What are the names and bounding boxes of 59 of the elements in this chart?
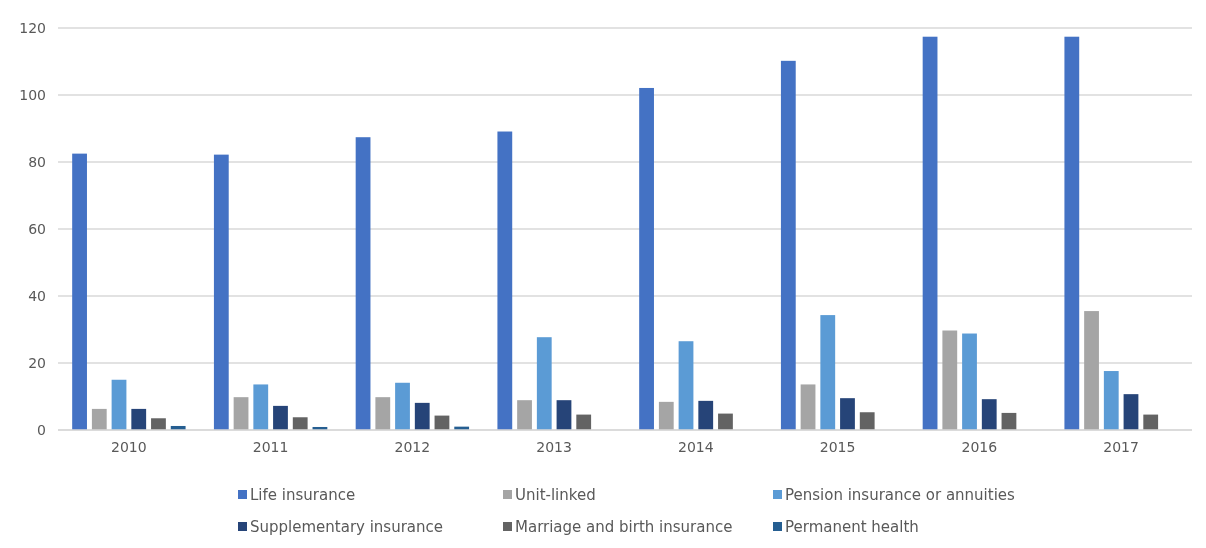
bar xyxy=(942,330,958,430)
x-tick-label: 2013 xyxy=(536,439,572,455)
bar xyxy=(213,154,229,430)
bar xyxy=(414,402,430,430)
y-tick-label: 0 xyxy=(37,421,46,438)
bar xyxy=(131,408,147,430)
y-tick-label: 20 xyxy=(28,354,46,371)
x-tick-label: 2014 xyxy=(678,439,714,455)
bar xyxy=(355,137,371,430)
legend-label: Permanent health xyxy=(785,518,919,537)
bar xyxy=(1103,371,1119,430)
bar xyxy=(111,379,127,430)
bar xyxy=(91,408,107,430)
bar xyxy=(981,399,997,430)
bar xyxy=(497,131,513,430)
bar xyxy=(151,418,166,430)
bar xyxy=(800,384,816,430)
x-tick-label: 2015 xyxy=(819,439,856,455)
legend-label: Life insurance xyxy=(250,486,356,505)
bar xyxy=(273,405,288,430)
bar xyxy=(962,333,977,430)
bar xyxy=(576,414,592,430)
y-tick-label: 40 xyxy=(28,287,46,304)
bar xyxy=(517,400,532,430)
y-tick-label: 100 xyxy=(19,86,46,103)
bar xyxy=(698,400,714,430)
x-tick-label: 2011 xyxy=(252,439,289,455)
bar xyxy=(375,397,391,430)
bar xyxy=(253,384,269,430)
bar xyxy=(292,417,308,430)
y-tick-label: 80 xyxy=(28,153,46,170)
bar xyxy=(922,36,938,430)
bar xyxy=(859,412,875,430)
x-tick-label: 2017 xyxy=(1103,439,1139,455)
bar xyxy=(840,398,855,430)
legend-label: Pension insurance or annuities xyxy=(785,486,1016,505)
bar xyxy=(536,337,552,430)
bar xyxy=(639,87,654,430)
legend-label: Supplementary insurance xyxy=(250,518,444,537)
bar xyxy=(233,397,249,430)
y-tick-label: 120 xyxy=(19,19,46,36)
x-tick-label: 2016 xyxy=(961,439,998,455)
bar xyxy=(678,341,694,430)
bar xyxy=(1143,414,1159,430)
x-tick-label: 2010 xyxy=(111,439,147,455)
bar xyxy=(718,413,733,430)
legend-label: Unit-linked xyxy=(515,486,596,505)
bar xyxy=(1123,394,1139,430)
bar xyxy=(556,400,572,430)
bar xyxy=(820,315,836,430)
bar xyxy=(72,153,87,430)
x-tick-label: 2012 xyxy=(394,439,431,455)
bar xyxy=(395,382,410,430)
bar xyxy=(1084,311,1099,430)
legend-label: Marriage and birth insurance xyxy=(515,518,733,537)
bar xyxy=(1064,36,1080,430)
y-tick-label: 60 xyxy=(28,220,46,237)
bar xyxy=(780,60,796,430)
bar xyxy=(658,401,674,430)
